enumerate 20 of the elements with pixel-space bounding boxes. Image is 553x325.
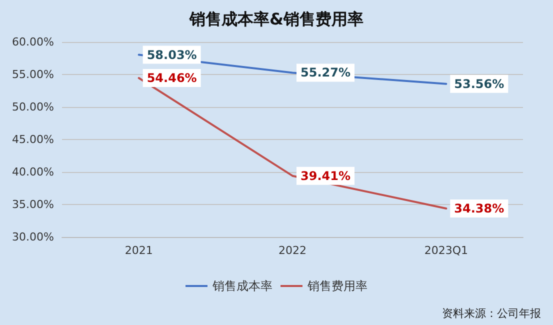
y-tick-label: 30.00% (12, 230, 54, 244)
data-label: 55.27% (300, 66, 350, 80)
y-tick-label: 50.00% (12, 100, 54, 114)
data-label: 53.56% (454, 76, 504, 91)
y-tick-label: 40.00% (12, 166, 54, 178)
legend-label: 销售成本率 (212, 279, 272, 293)
data-label: 34.38% (454, 202, 504, 216)
x-tick-label: 2022 (278, 244, 306, 257)
legend-label: 销售费用率 (306, 279, 368, 293)
x-tick-label: 2021 (124, 244, 153, 257)
y-tick-label: 35.00% (12, 198, 54, 211)
data-label: 54.46% (146, 71, 197, 86)
y-tick-label: 60.00% (12, 36, 54, 48)
y-tick-label: 45.00% (12, 133, 54, 146)
x-tick-label: 2023Q1 (424, 244, 468, 257)
y-tick-label: 55.00% (12, 68, 54, 81)
data-label: 58.03% (146, 48, 197, 62)
text: 资料来源：公司年报 (442, 307, 541, 320)
chart-title: 销售成本率&销售费用率 (188, 10, 364, 28)
data-label: 39.41% (300, 168, 350, 183)
